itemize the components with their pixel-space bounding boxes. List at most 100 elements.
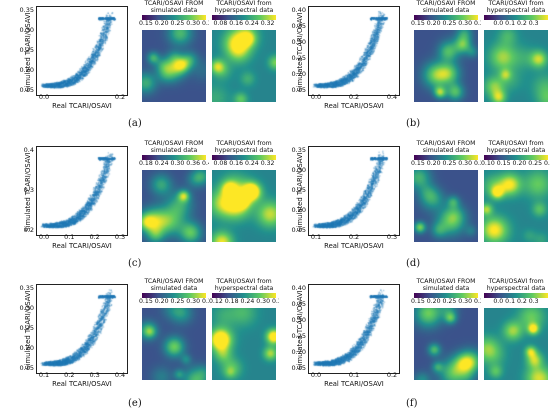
- y-tick-label: 0.30: [291, 316, 306, 324]
- colorbar-ticks: 0.15 0.20 0.25 0.30 0.35: [139, 298, 209, 305]
- colorbar: [414, 15, 478, 20]
- simulated-map-title: TCARI/OSAVI FROM simulated data: [136, 140, 212, 154]
- scatter-plot: [36, 146, 128, 236]
- scatter-points: [309, 285, 399, 373]
- colorbar-ticks: 0.15 0.20 0.25 0.30 0.35: [411, 20, 481, 27]
- y-tick-label: 0.15: [19, 86, 34, 94]
- title-line: hyperspectral data: [486, 147, 546, 154]
- heatmap-canvas: [142, 170, 206, 242]
- title-line: TCARI/OSAVI FROM: [144, 278, 204, 285]
- colorbar: [212, 155, 276, 160]
- hyperspectral-heatmap: [212, 30, 276, 102]
- panel-a: 0.35 0.30 0.25 0.20 0.15 0.0 0.2 Real TCARI/OSA…: [6, 0, 276, 132]
- y-tick-label: 0.35: [291, 146, 306, 154]
- scatter-plot: [36, 284, 128, 374]
- colorbar: [414, 155, 478, 160]
- x-axis-label: Real TCARI/OSAVI: [52, 242, 112, 250]
- y-tick-label: 0.25: [291, 54, 306, 62]
- y-tick-label: 0.20: [19, 66, 34, 74]
- hyperspectral-map-title: TCARI/OSAVI from hyperspectral data: [478, 278, 550, 292]
- x-tick-label: 0.2: [114, 93, 126, 101]
- plot-area: [36, 6, 128, 96]
- hyperspectral-map-title: TCARI/OSAVI from hyperspectral data: [206, 140, 282, 154]
- simulated-heatmap: [142, 170, 206, 242]
- y-tick-label: 0.40: [291, 6, 306, 14]
- colorbar: [414, 293, 478, 298]
- panel-label: (c): [128, 258, 142, 269]
- x-tick-label: 0.0: [38, 233, 50, 241]
- x-tick-label: 0.2: [386, 371, 398, 379]
- colorbar-ticks: 0.18 0.24 0.30 0.36 0.42: [139, 160, 209, 167]
- x-tick-label: 0.3: [89, 371, 100, 379]
- y-tick-label: 0.20: [19, 344, 34, 352]
- x-tick-label: 0.0: [310, 93, 322, 101]
- heatmap-canvas: [414, 308, 478, 380]
- y-axis-label: Simulated TCARI/OSAVI: [24, 152, 32, 232]
- panel-f: 0.40 0.35 0.30 0.25 0.20 0.15 0.0 0.1 0.2 Real TC…: [278, 278, 548, 410]
- colorbar-ticks: 0.15 0.20 0.25 0.30 0.35: [139, 20, 209, 27]
- title-line: simulated data: [150, 285, 198, 292]
- simulated-heatmap: [414, 170, 478, 242]
- y-tick-label: 0.20: [291, 206, 306, 214]
- x-tick-label: 0.1: [64, 233, 75, 241]
- y-tick-label: 0.35: [19, 6, 34, 14]
- colorbar: [142, 15, 206, 20]
- title-line: TCARI/OSAVI FROM: [416, 278, 476, 285]
- x-axis-label: Real TCARI/OSAVI: [324, 380, 384, 388]
- panel-label: (a): [128, 118, 142, 129]
- y-tick-label: 0.20: [291, 70, 306, 78]
- scatter-points: [309, 7, 399, 95]
- colorbar-ticks: 0.0 0.1 0.2 0.3: [493, 20, 539, 27]
- title-line: TCARI/OSAVI from: [216, 278, 272, 285]
- colorbar-ticks: 0.10 0.15 0.20 0.25 0.30: [481, 160, 550, 167]
- title-line: simulated data: [422, 7, 470, 14]
- x-tick-label: 0.1: [310, 233, 322, 241]
- x-tick-label: 0.0: [38, 93, 50, 101]
- heatmap-canvas: [414, 30, 478, 102]
- hyperspectral-heatmap: [484, 30, 548, 102]
- hyperspectral-heatmap: [212, 308, 276, 380]
- title-line: TCARI/OSAVI from: [488, 0, 544, 7]
- scatter-points: [37, 147, 127, 235]
- x-axis-label: Real TCARI/OSAVI: [52, 102, 112, 110]
- scatter-points: [37, 285, 127, 373]
- hyperspectral-map-title: TCARI/OSAVI from hyperspectral data: [478, 0, 550, 14]
- y-axis-label: Simulated TCARI/OSAVI: [24, 290, 32, 370]
- title-line: TCARI/OSAVI from: [216, 140, 272, 147]
- colorbar-ticks: 0.12 0.18 0.24 0.30 0.36: [209, 298, 279, 305]
- title-line: hyperspectral data: [214, 285, 274, 292]
- title-line: simulated data: [422, 147, 470, 154]
- x-axis-label: Real TCARI/OSAVI: [324, 242, 384, 250]
- colorbar: [212, 15, 276, 20]
- y-tick-label: 0.25: [291, 186, 306, 194]
- colorbar: [142, 155, 206, 160]
- plot-area: [308, 6, 400, 96]
- y-tick-label: 0.15: [291, 226, 306, 234]
- y-tick-label: 0.25: [19, 46, 34, 54]
- hyperspectral-map-title: TCARI/OSAVI from hyperspectral data: [206, 0, 282, 14]
- scatter-plot: [308, 146, 400, 236]
- x-tick-label: 0.3: [386, 233, 398, 241]
- title-line: hyperspectral data: [486, 285, 546, 292]
- plot-area: [36, 284, 128, 374]
- heatmap-canvas: [212, 308, 276, 380]
- y-tick-label: 0.30: [19, 304, 34, 312]
- title-line: TCARI/OSAVI from: [488, 278, 544, 285]
- simulated-map-title: TCARI/OSAVI FROM simulated data: [408, 278, 484, 292]
- simulated-heatmap: [142, 308, 206, 380]
- y-axis-label: Simulated TCARI/OSAVI: [296, 12, 304, 92]
- plot-area: [308, 146, 400, 236]
- title-line: simulated data: [150, 147, 198, 154]
- y-tick-label: 0.15: [291, 364, 306, 372]
- x-tick-label: 0.2: [348, 233, 360, 241]
- y-tick-label: 0.40: [291, 284, 306, 292]
- simulated-heatmap: [414, 308, 478, 380]
- simulated-map-title: TCARI/OSAVI FROM simulated data: [136, 278, 212, 292]
- title-line: TCARI/OSAVI from: [488, 140, 544, 147]
- scatter-plot: [308, 284, 400, 374]
- y-tick-label: 0.20: [291, 348, 306, 356]
- x-tick-label: 0.3: [114, 233, 126, 241]
- title-line: TCARI/OSAVI FROM: [144, 0, 204, 7]
- panel-label: (d): [406, 258, 421, 269]
- y-axis-label: Simulated TCARI/OSAVI: [24, 12, 32, 92]
